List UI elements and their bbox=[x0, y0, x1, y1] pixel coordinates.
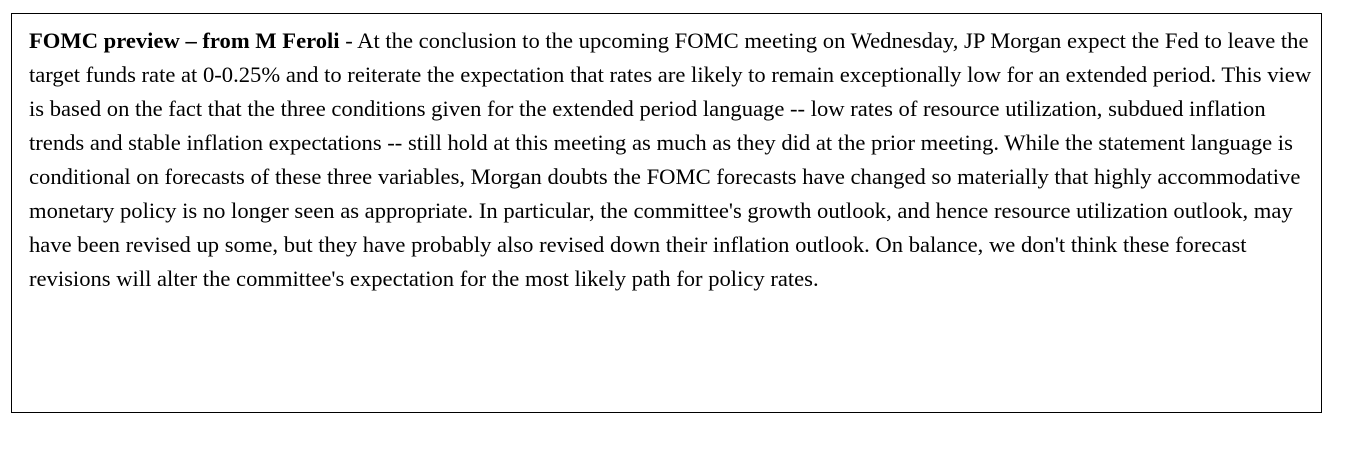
paragraph: FOMC preview – from M Feroli - At the co… bbox=[29, 24, 1315, 296]
paragraph-body: At the conclusion to the upcoming FOMC m… bbox=[29, 28, 1312, 291]
paragraph-heading: FOMC preview – from M Feroli bbox=[29, 28, 340, 53]
heading-separator: - bbox=[339, 28, 358, 53]
text-box: FOMC preview – from M Feroli - At the co… bbox=[11, 13, 1322, 413]
